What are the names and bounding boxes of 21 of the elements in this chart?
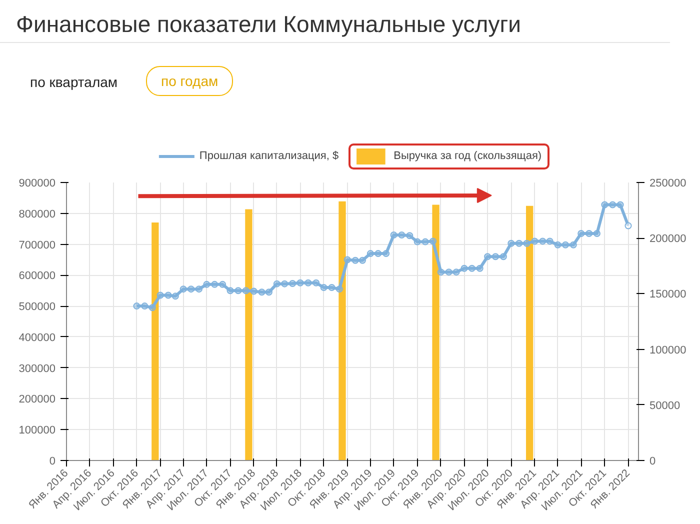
y2-tick-label: 150000 (650, 288, 686, 301)
y-tick-label: 500000 (18, 301, 56, 314)
legend-label: Выручка за год (скользящая) (394, 150, 542, 162)
y2-tick-label: 50000 (650, 400, 680, 412)
y2-tick-label: 200000 (650, 233, 686, 246)
text: по кварталам (30, 73, 118, 92)
y-tick-label: 800000 (18, 208, 56, 220)
text: по годам (146, 66, 234, 96)
y-tick-label: 600000 (18, 270, 56, 282)
y-tick-label: 200000 (18, 394, 56, 406)
y-tick-label: 700000 (18, 239, 56, 252)
y-tick-label: 100000 (18, 424, 56, 437)
y2-tick-label: 250000 (650, 178, 686, 190)
y2-tick-label: 0 (650, 456, 656, 468)
y-tick-label: 300000 (18, 362, 56, 375)
y-tick-label: 0 (49, 456, 56, 468)
y-tick-label: 900000 (18, 178, 56, 190)
chart-title: Финансовые показатели Коммунальные услуги (0, 0, 670, 43)
legend-label: Прошлая капитализация, $ (199, 150, 339, 162)
y-tick-label: 400000 (18, 332, 56, 344)
y2-tick-label: 100000 (650, 344, 686, 356)
